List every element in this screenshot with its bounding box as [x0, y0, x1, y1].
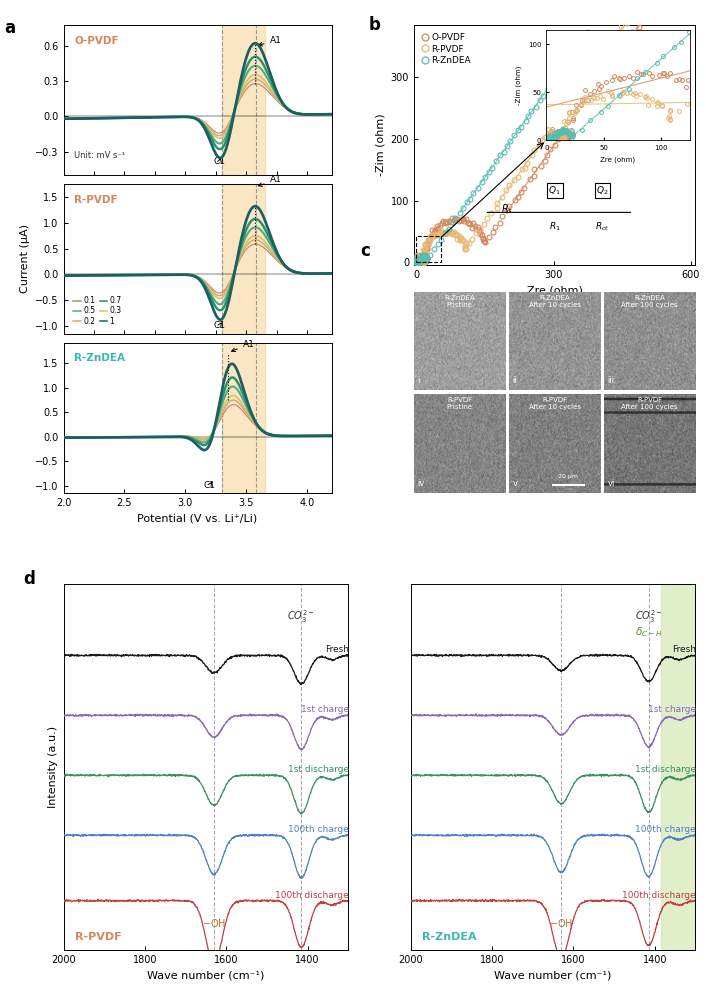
Text: $R_1$: $R_1$ — [549, 220, 561, 233]
Bar — [222, 184, 265, 334]
Text: i: i — [418, 376, 420, 385]
Text: $R_{ct}$: $R_{ct}$ — [595, 220, 610, 233]
Y-axis label: Intensity (a.u.): Intensity (a.u.) — [48, 726, 58, 808]
Y-axis label: -Zim (ohm): -Zim (ohm) — [375, 114, 385, 177]
Text: Fresh: Fresh — [325, 645, 349, 654]
Text: A1: A1 — [258, 36, 281, 46]
Text: 1st charge: 1st charge — [648, 706, 696, 715]
Text: R-ZnDEA
Pristine: R-ZnDEA Pristine — [444, 294, 475, 308]
Text: d: d — [24, 570, 35, 588]
Text: 1st charge: 1st charge — [301, 706, 349, 715]
Text: Fresh: Fresh — [672, 645, 696, 654]
Text: R-ZnDEA
After 10 cycles: R-ZnDEA After 10 cycles — [529, 294, 581, 308]
Text: $CO_3^{2-}$: $CO_3^{2-}$ — [287, 609, 316, 625]
Text: C1: C1 — [213, 322, 225, 331]
Text: R-PVDF: R-PVDF — [74, 195, 118, 205]
Text: R-PVDF
After 100 cycles: R-PVDF After 100 cycles — [621, 397, 678, 410]
Text: A1: A1 — [232, 340, 254, 352]
X-axis label: Potential (V vs. Li⁺/Li): Potential (V vs. Li⁺/Li) — [138, 514, 258, 524]
Text: vi: vi — [608, 479, 615, 487]
Text: $CO_3^{2-}$: $CO_3^{2-}$ — [635, 609, 663, 625]
Text: R-ZnDEA: R-ZnDEA — [422, 933, 477, 943]
X-axis label: Wave number (cm⁻¹): Wave number (cm⁻¹) — [147, 970, 265, 980]
Text: A1: A1 — [258, 176, 281, 186]
Text: ii: ii — [513, 376, 517, 385]
Text: $R_s$: $R_s$ — [501, 202, 513, 216]
Bar — [661, 585, 695, 950]
Text: c: c — [360, 242, 370, 260]
Text: iii: iii — [608, 376, 615, 385]
Text: 1st discharge: 1st discharge — [288, 765, 349, 774]
Text: 100th charge: 100th charge — [635, 825, 696, 834]
Text: R-PVDF
Pristine: R-PVDF Pristine — [447, 397, 473, 410]
X-axis label: Wave number (cm⁻¹): Wave number (cm⁻¹) — [494, 970, 612, 980]
Text: iv: iv — [418, 479, 425, 487]
Text: 20 μm: 20 μm — [558, 474, 578, 479]
Text: Unit: mV s⁻¹: Unit: mV s⁻¹ — [74, 151, 126, 160]
Text: 1st discharge: 1st discharge — [635, 765, 696, 774]
Text: R-ZnDEA: R-ZnDEA — [74, 354, 125, 364]
Text: R-PVDF: R-PVDF — [75, 933, 121, 943]
Text: 100th discharge: 100th discharge — [623, 890, 696, 899]
Legend: O-PVDF, R-PVDF, R-ZnDEA: O-PVDF, R-PVDF, R-ZnDEA — [419, 29, 474, 68]
Bar — [222, 25, 265, 175]
Text: R-ZnDEA
After 100 cycles: R-ZnDEA After 100 cycles — [621, 294, 678, 308]
Bar — [222, 343, 265, 492]
Text: O-PVDF: O-PVDF — [74, 35, 119, 45]
Text: $\delta_{C-H}$: $\delta_{C-H}$ — [635, 625, 663, 639]
Text: 100th charge: 100th charge — [288, 825, 349, 834]
Text: $-$OH: $-$OH — [202, 917, 226, 929]
Y-axis label: Current (μA): Current (μA) — [20, 224, 30, 293]
Text: $Q_1$: $Q_1$ — [549, 184, 561, 197]
Text: C1: C1 — [204, 480, 216, 489]
Bar — [417, 236, 441, 262]
Text: $-$OH: $-$OH — [549, 917, 573, 929]
Legend: 0.1, 0.5, 0.2, 0.7, 0.3, 1: 0.1, 0.5, 0.2, 0.7, 0.3, 1 — [70, 293, 125, 329]
Text: $Q_2$: $Q_2$ — [597, 184, 609, 197]
Text: a: a — [4, 19, 16, 37]
X-axis label: Zre (ohm): Zre (ohm) — [527, 285, 582, 295]
Text: v: v — [513, 479, 517, 487]
Text: b: b — [369, 15, 381, 33]
Text: R-PVDF
After 10 cycles: R-PVDF After 10 cycles — [529, 397, 581, 410]
Text: 100th discharge: 100th discharge — [275, 890, 349, 899]
Text: C1: C1 — [213, 158, 225, 167]
